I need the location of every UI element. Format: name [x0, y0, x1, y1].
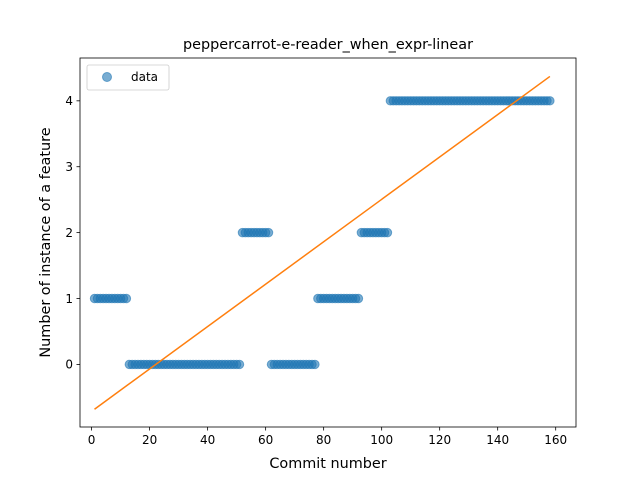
y-tick-label: 0 [65, 358, 73, 372]
y-tick-label: 3 [65, 160, 73, 174]
x-tick-label: 40 [200, 433, 215, 447]
data-point [263, 227, 274, 238]
data-point [545, 96, 555, 106]
x-tick-label: 80 [316, 433, 331, 447]
legend-label-data: data [131, 70, 158, 84]
legend-marker [102, 72, 112, 82]
y-tick-label: 2 [65, 226, 73, 240]
y-tick-label: 1 [65, 292, 73, 306]
legend-box [86, 64, 170, 91]
data-point [310, 359, 320, 370]
legend: data [86, 64, 170, 91]
x-tick-label: 120 [428, 433, 451, 447]
x-tick-label: 160 [544, 433, 567, 447]
y-axis-ticks: 0 1 2 3 4 [65, 94, 80, 372]
x-tick-label: 60 [258, 433, 273, 447]
y-axis-label: Number of instance of a feature [38, 127, 54, 357]
data-point [234, 359, 245, 370]
fit-line [94, 75, 551, 410]
data-point [121, 293, 132, 304]
x-axis-label: Commit number [269, 456, 386, 472]
data-point [353, 293, 364, 304]
x-tick-label: 0 [88, 433, 96, 447]
plot-frame [79, 57, 577, 428]
chart-title: peppercarrot-e-reader_when_expr-linear [183, 37, 473, 53]
y-tick-label: 4 [65, 94, 73, 108]
x-tick-label: 20 [142, 433, 157, 447]
plot-marks [89, 75, 555, 410]
x-tick-label: 140 [486, 433, 509, 447]
x-tick-label: 100 [370, 433, 393, 447]
data-point [382, 227, 393, 238]
x-axis-ticks: 0 20 40 60 80 100 120 140 160 [88, 427, 567, 447]
